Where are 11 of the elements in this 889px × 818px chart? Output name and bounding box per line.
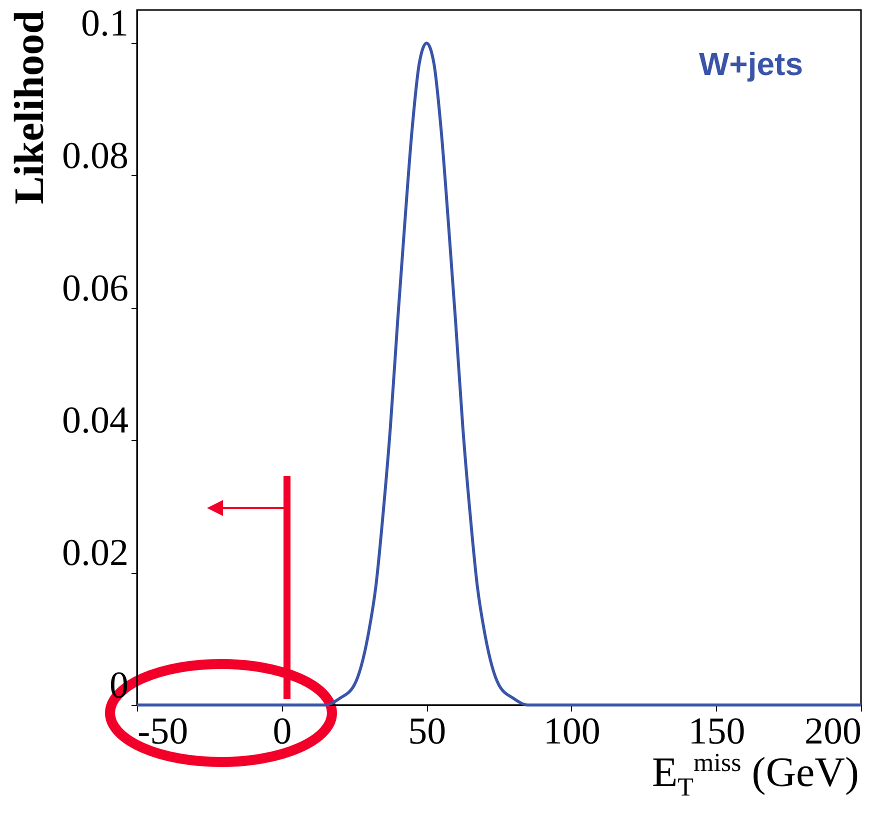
y-tick-label: 0.02	[62, 532, 128, 574]
y-tick-label: 0.04	[62, 400, 128, 442]
y-tick-label: 0.08	[62, 134, 128, 177]
x-tick-label: 0	[272, 710, 292, 752]
y-tick-label: 0.1	[81, 2, 128, 45]
x-tick-label: 100	[543, 710, 600, 752]
x-tick-label: -50	[138, 710, 188, 752]
x-tick-label: 50	[408, 710, 446, 752]
y-tick-label: 0.06	[62, 267, 128, 310]
y-axis-title: Likelihood	[7, 10, 53, 204]
annotation: W+jets	[698, 46, 803, 82]
